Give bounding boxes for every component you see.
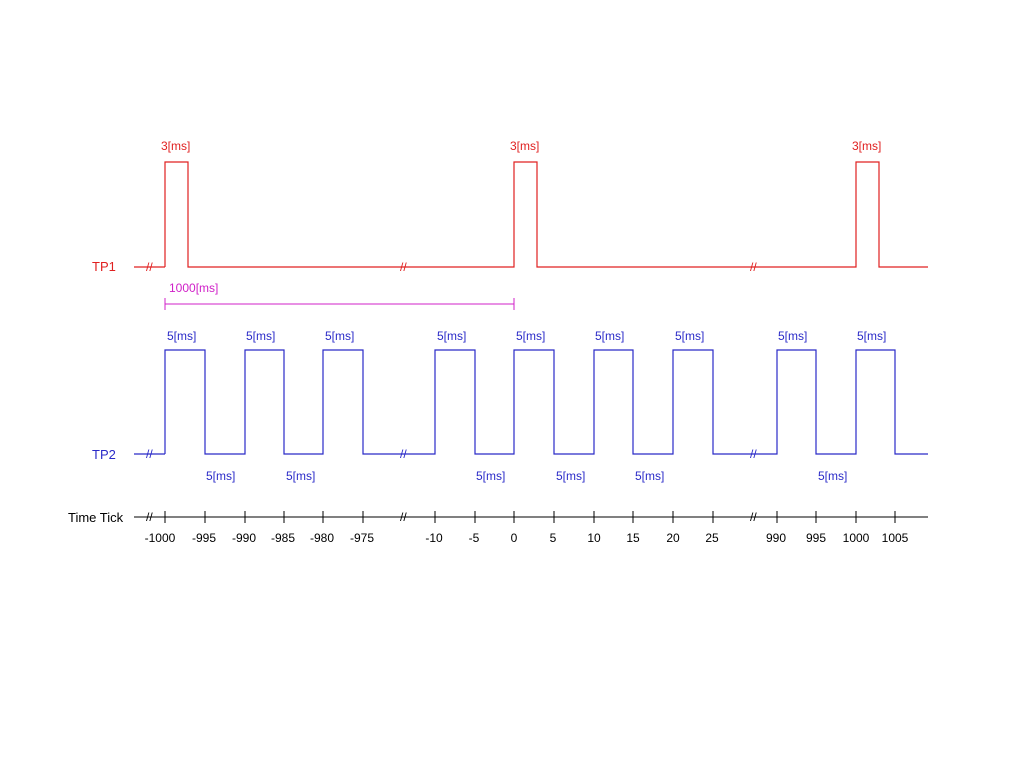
tick-label: 20 [666, 531, 680, 545]
axis-break-mark-1: // [146, 510, 153, 524]
tp2-high-label: 5[ms] [437, 329, 466, 343]
tp2-low-label: 5[ms] [476, 469, 505, 483]
tp2-low-label: 5[ms] [206, 469, 235, 483]
tp2-break-mark-3: // [750, 447, 757, 461]
tick-label: 10 [587, 531, 601, 545]
tick-marks [164, 511, 896, 523]
tp2-high-label: 5[ms] [778, 329, 807, 343]
tp2-segment-2 [407, 349, 757, 455]
tick-label: 25 [705, 531, 719, 545]
period-span-marker [164, 298, 515, 310]
time-tick-label: Time Tick [68, 510, 124, 525]
tp2-segment-3 [757, 349, 928, 455]
tick-label: -975 [350, 531, 374, 545]
tick-label: -10 [425, 531, 443, 545]
tp1-segment-2 [407, 161, 757, 268]
tick-label: 990 [766, 531, 786, 545]
tick-label: 15 [626, 531, 640, 545]
tp2-high-label: 5[ms] [595, 329, 624, 343]
tp1-pulse-label: 3[ms] [852, 139, 881, 153]
tp1-waveform [134, 161, 928, 268]
tp2-segment-1 [164, 349, 407, 455]
tick-label: 1005 [882, 531, 909, 545]
tp2-low-label: 5[ms] [556, 469, 585, 483]
tp2-low-label: 5[ms] [286, 469, 315, 483]
tp2-break-mark-2: // [400, 447, 407, 461]
tp2-high-label: 5[ms] [167, 329, 196, 343]
tp2-high-label: 5[ms] [675, 329, 704, 343]
tp2-high-label: 5[ms] [325, 329, 354, 343]
tp1-break-mark-2: // [400, 260, 407, 274]
tp1-pulse-label: 3[ms] [510, 139, 539, 153]
span-label: 1000[ms] [169, 281, 218, 295]
tp1-label: TP1 [92, 259, 116, 274]
tp2-break-mark-1: // [146, 447, 153, 461]
tp2-low-label: 5[ms] [635, 469, 664, 483]
tp1-pulse-label: 3[ms] [161, 139, 190, 153]
tp2-low-label: 5[ms] [818, 469, 847, 483]
tp1-segment-3 [757, 161, 928, 268]
tick-label: -990 [232, 531, 256, 545]
tp1-break-mark-1: // [146, 260, 153, 274]
tick-label: 5 [550, 531, 557, 545]
tp2-waveform [134, 349, 928, 455]
tp2-high-label: 5[ms] [857, 329, 886, 343]
tick-label: 0 [511, 531, 518, 545]
tick-label: 995 [806, 531, 826, 545]
tick-label: -980 [310, 531, 334, 545]
tick-label: -1000 [145, 531, 176, 545]
tick-label: 1000 [843, 531, 870, 545]
tp2-label: TP2 [92, 447, 116, 462]
axis-break-mark-3: // [750, 510, 757, 524]
tp1-break-mark-3: // [750, 260, 757, 274]
tick-label: -995 [192, 531, 216, 545]
tick-labels: -1000 -995 -990 -985 -980 -975 -10 -5 0 … [145, 531, 909, 545]
tp2-high-label: 5[ms] [516, 329, 545, 343]
tick-label: -5 [469, 531, 480, 545]
tp1-segment-1 [164, 161, 407, 268]
axis-break-mark-2: // [400, 510, 407, 524]
tp2-high-label: 5[ms] [246, 329, 275, 343]
tick-label: -985 [271, 531, 295, 545]
